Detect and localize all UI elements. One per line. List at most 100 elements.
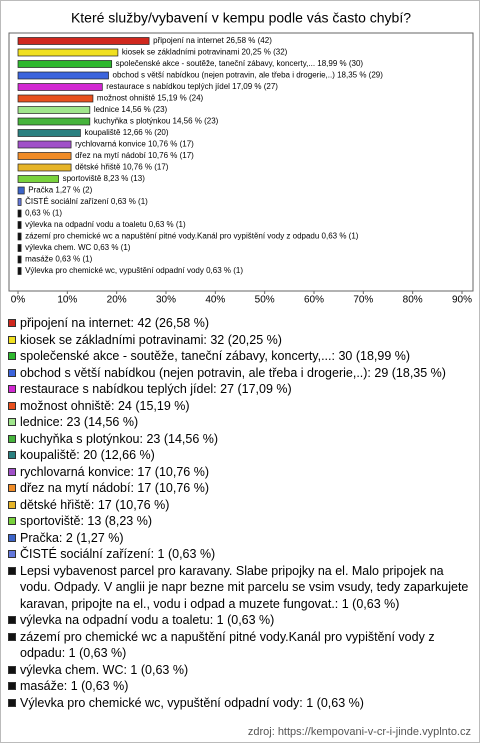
bar <box>17 186 25 195</box>
bar <box>17 140 72 149</box>
legend-label: obchod s větší nabídkou (nejen potravin,… <box>20 365 446 380</box>
legend-item: restaurace s nabídkou teplých jídel: 27 … <box>7 381 473 398</box>
bar-label: dřez na mytí nádobí 10,76 % (17) <box>75 151 194 160</box>
legend-item: kiosek se základními potravinami: 32 (20… <box>7 332 473 349</box>
legend-item: společenské akce - soutěže, taneční zába… <box>7 348 473 365</box>
legend-marker <box>8 335 16 344</box>
legend-item: kuchyňka s plotýnkou: 23 (14,56 %) <box>7 431 473 448</box>
legend-label: výlevka chem. WC: 1 (0,63 %) <box>20 662 189 677</box>
legend-label: dřez na mytí nádobí: 17 (10,76 %) <box>20 481 209 495</box>
legend-marker <box>8 500 16 509</box>
bar <box>17 71 109 80</box>
legend-item: sportoviště: 13 (8,23 %) <box>7 513 473 530</box>
bar-label: 0,63 % (1) <box>25 209 62 218</box>
bar <box>17 221 22 229</box>
legend-marker <box>8 418 16 426</box>
legend-marker <box>8 616 16 624</box>
legend-label: možnost ohniště: 24 (15,19 %) <box>20 398 190 413</box>
legend-marker <box>8 632 16 641</box>
legend-label: rychlovarná konvice: 17 (10,76 %) <box>20 464 209 479</box>
legend-item: masáže: 1 (0,63 %) <box>7 678 473 695</box>
bar-label: lednice 14,56 % (23) <box>94 105 168 114</box>
legend-item: dětské hřiště: 17 (10,76 %) <box>7 497 473 514</box>
legend-label: Lepsi vybavenost parcel pro karavany. Sl… <box>20 563 469 611</box>
bar <box>17 117 91 126</box>
legend-marker <box>8 401 16 410</box>
x-tick-label: 20% <box>107 295 127 306</box>
legend-label: dětské hřiště: 17 (10,76 %) <box>20 497 170 512</box>
legend-marker <box>8 533 16 542</box>
legend-marker <box>8 451 16 459</box>
x-tick-label: 10% <box>57 295 77 306</box>
legend-item: Pračka: 2 (1,27 %) <box>7 530 473 547</box>
bar-label: kuchyňka s plotýnkou 14,56 % (23) <box>94 117 219 126</box>
legend-item: dřez na mytí nádobí: 17 (10,76 %) <box>7 480 473 497</box>
legend-marker <box>8 484 16 492</box>
bar-label: Výlevka pro chemické wc, vypuštění odpad… <box>25 266 243 275</box>
bar <box>17 209 22 218</box>
chart: Které služby/vybavení v kempu podle vás … <box>8 10 474 306</box>
legend-marker <box>8 319 16 327</box>
legend-marker <box>8 665 16 674</box>
x-tick-label: 90% <box>452 295 472 306</box>
bar-label: společenské akce - soutěže, taneční zába… <box>116 59 364 68</box>
legend-item: Lepsi vybavenost parcel pro karavany. Sl… <box>7 563 473 613</box>
bar <box>17 244 22 252</box>
legend-label: připojení na internet: 42 (26,58 %) <box>20 316 210 330</box>
legend: připojení na internet: 42 (26,58 %) kiose… <box>7 315 473 711</box>
legend-label: kiosek se základními potravinami: 32 (20… <box>20 332 282 347</box>
bar-label: možnost ohniště 15,19 % (24) <box>97 94 204 103</box>
legend-label: zázemí pro chemické wc a napuštění pitné… <box>20 629 435 661</box>
x-tick-label: 50% <box>255 295 275 306</box>
legend-item: lednice: 23 (14,56 %) <box>7 414 473 431</box>
bar <box>17 94 94 103</box>
legend-label: sportoviště: 13 (8,23 %) <box>20 514 153 528</box>
x-tick-label: 30% <box>156 295 176 306</box>
bar <box>17 60 113 68</box>
bar-label: rychlovarná konvice 10,76 % (17) <box>75 140 194 149</box>
legend-marker <box>8 566 16 575</box>
bar-label: sportoviště 8,23 % (13) <box>63 174 146 183</box>
x-tick-label: 0% <box>11 295 26 306</box>
legend-label: výlevka na odpadní vodu a toaletu: 1 (0,… <box>20 613 275 627</box>
legend-marker <box>8 682 16 690</box>
bar <box>17 106 91 114</box>
bar <box>17 129 81 137</box>
legend-item: obchod s větší nabídkou (nejen potravin,… <box>7 365 473 382</box>
legend-item: koupaliště: 20 (12,66 %) <box>7 447 473 464</box>
bar-label: kiosek se základními potravinami 20,25 %… <box>122 48 288 57</box>
bar-label: ČISTÉ sociální zařízení 0,63 % (1) <box>25 197 148 206</box>
legend-item: výlevka chem. WC: 1 (0,63 %) <box>7 662 473 679</box>
bar <box>17 255 22 264</box>
plot-frame <box>8 32 474 292</box>
legend-marker <box>8 385 16 393</box>
bar-label: připojení na internet 26,58 % (42) <box>153 36 272 45</box>
bar-label: dětské hřiště 10,76 % (17) <box>75 163 169 172</box>
legend-marker <box>8 698 16 707</box>
legend-label: koupaliště: 20 (12,66 %) <box>20 448 155 462</box>
legend-label: Výlevka pro chemické wc, vypuštění odpad… <box>20 695 364 710</box>
bar <box>17 83 103 91</box>
legend-marker <box>8 550 16 558</box>
bar <box>17 175 59 183</box>
x-tick-label: 60% <box>304 295 324 306</box>
legend-item: Výlevka pro chemické wc, vypuštění odpad… <box>7 695 473 712</box>
bar-label: obchod s větší nabídkou (nejen potravin,… <box>113 71 384 80</box>
legend-marker <box>8 434 16 443</box>
legend-item: možnost ohniště: 24 (15,19 %) <box>7 398 473 415</box>
legend-item: zázemí pro chemické wc a napuštění pitné… <box>7 629 473 662</box>
bar <box>17 163 72 172</box>
chart-title: Které služby/vybavení v kempu podle vás … <box>71 10 411 26</box>
bar <box>17 267 22 275</box>
legend-label: lednice: 23 (14,56 %) <box>20 415 139 429</box>
legend-label: ČISTÉ sociální zařízení: 1 (0,63 %) <box>20 547 216 561</box>
legend-item: rychlovarná konvice: 17 (10,76 %) <box>7 464 473 481</box>
x-tick-label: 70% <box>353 295 373 306</box>
legend-item: ČISTÉ sociální zařízení: 1 (0,63 %) <box>7 546 473 563</box>
legend-marker <box>8 368 16 377</box>
bar <box>17 232 22 241</box>
legend-label: Pračka: 2 (1,27 %) <box>20 530 124 545</box>
legend-label: kuchyňka s plotýnkou: 23 (14,56 %) <box>20 431 219 446</box>
legend-label: restaurace s nabídkou teplých jídel: 27 … <box>20 382 292 396</box>
